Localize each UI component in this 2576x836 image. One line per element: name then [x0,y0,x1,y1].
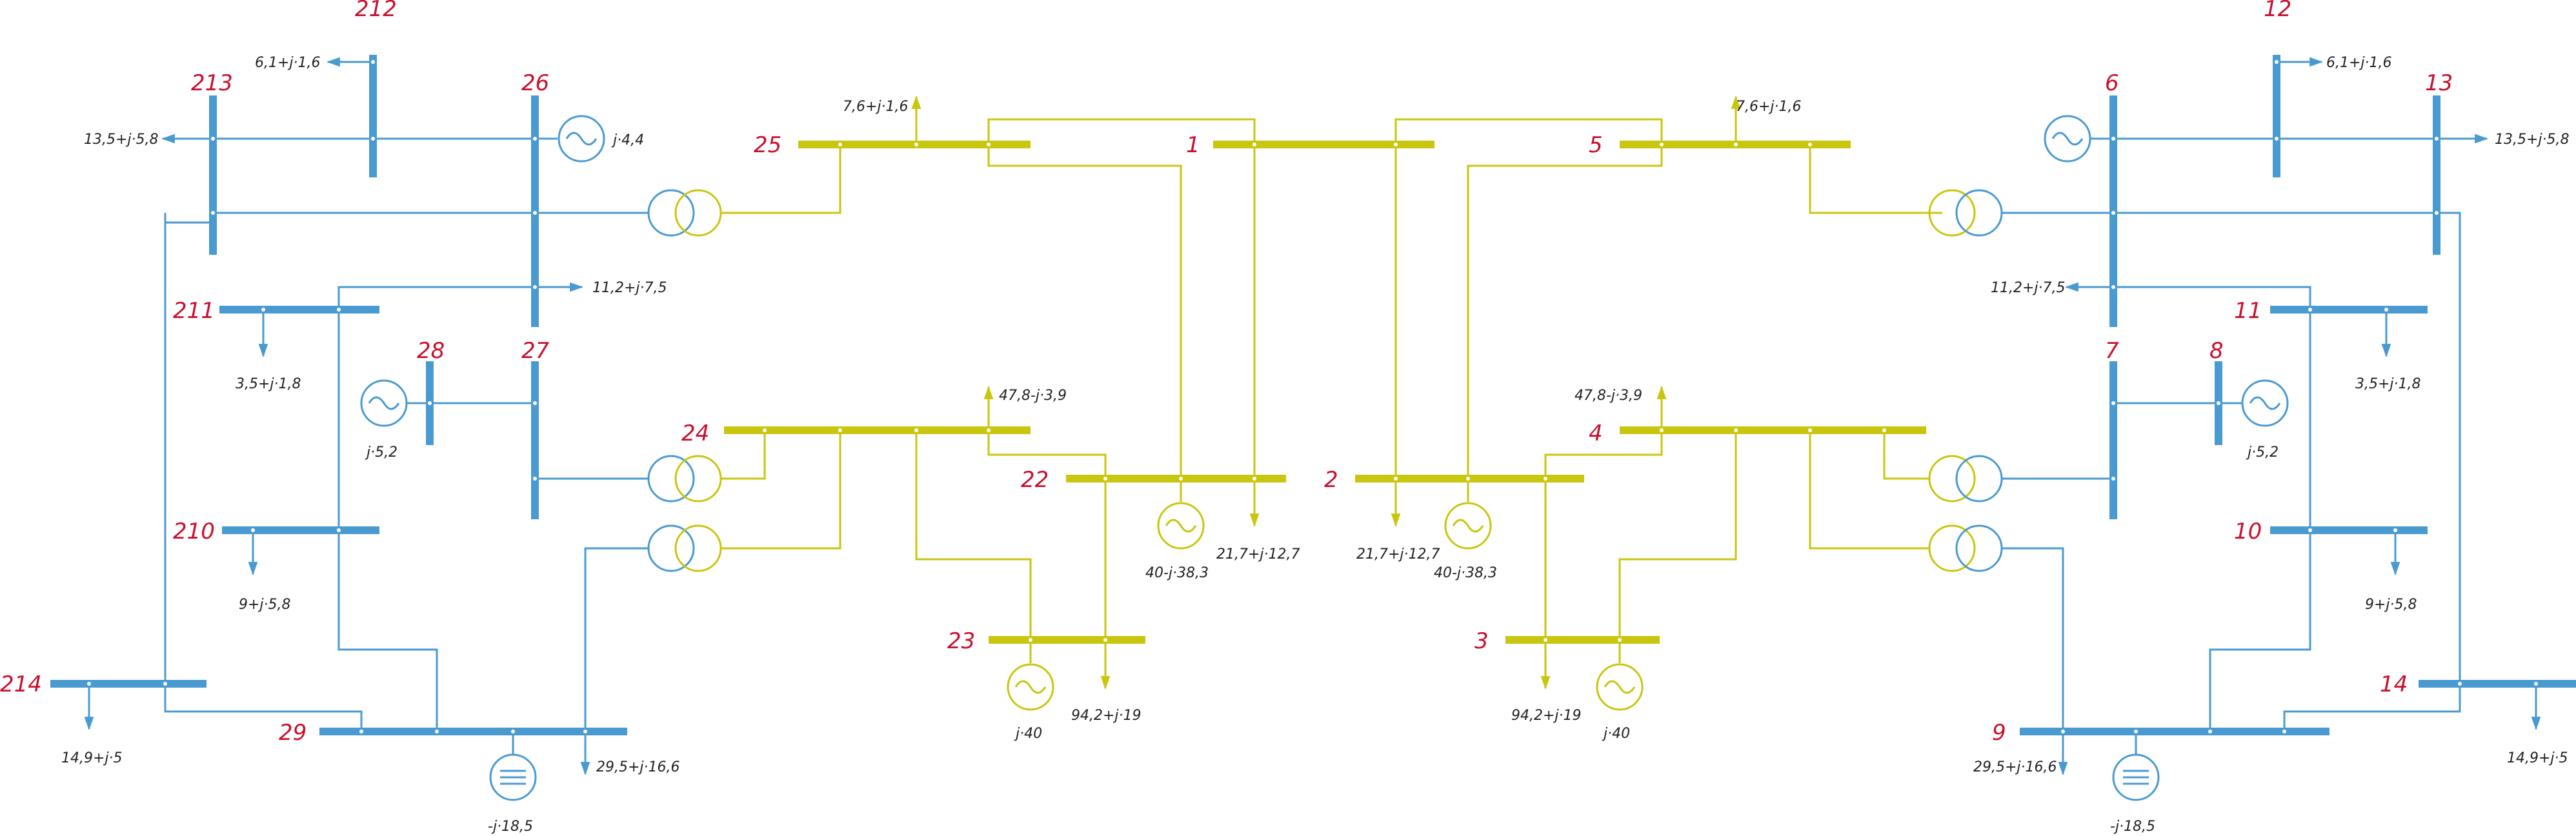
bus-number-22: 22 [1021,467,1049,493]
load-label-2: 21,7+j·12,7 [1356,546,1440,562]
value-labels: 6,1+j·1,6 13,5+j·5,8 j·4,4 7,6+j·1,6 11,… [61,55,2570,835]
load-label-214: 14,9+j·5 [61,750,123,766]
bus-number-4: 4 [1589,421,1603,446]
right-blue-lines [2002,137,2483,755]
load-label-25: 7,6+j·1,6 [843,99,909,115]
load-label-22: 21,7+j·12,7 [1216,546,1300,562]
compensator-label-9: -j·18,5 [2110,819,2155,835]
transformer-4-9-icon [1928,524,1976,572]
bus-number-13: 13 [2425,70,2453,96]
right-blue-sources [2044,115,2289,801]
load-label-12: 6,1+j·1,6 [2326,55,2392,71]
generator-label-3: j·40 [1602,726,1630,742]
left-blue-sources [360,115,605,801]
transformer-5-6-icon [1928,189,1976,237]
transformer-26-25-icon [647,189,695,237]
right-transformers [1928,189,2003,572]
generator-label-22: 40-j·38,3 [1145,565,1209,581]
load-label-212: 6,1+j·1,6 [255,55,321,71]
bus-number-3: 3 [1474,628,1489,654]
load-label-10: 9+j·5,8 [2365,597,2417,613]
bus-number-6: 6 [2105,70,2119,96]
bus-number-26: 26 [521,70,549,96]
load-label-4: 47,8-j·3,9 [1575,388,1642,404]
left-blue-network-lines [164,137,649,755]
left-yellow-loads [911,95,1260,690]
bus-number-12: 12 [2264,0,2291,22]
bus-number-24: 24 [681,421,709,446]
load-label-14: 14,9+j·5 [2507,750,2568,766]
bus-number-210: 210 [173,519,215,544]
bus-number-5: 5 [1589,132,1603,158]
bus-number-8: 8 [2209,338,2224,364]
bus-number-2: 2 [1324,467,1338,493]
load-label-211: 3,5+j·1,8 [236,376,301,392]
right-yellow-sources [1444,502,1644,711]
bus-number-27: 27 [521,338,550,364]
bus-number-212: 212 [355,0,397,22]
load-label-210: 9+j·5,8 [239,597,291,613]
load-label-9: 29,5+j·16,6 [1973,759,2057,775]
load-label-24: 47,8-j·3,9 [999,388,1067,404]
bus-number-9: 9 [1992,720,2006,746]
load-label-6: 11,2+j·7,5 [1991,280,2066,296]
load-label-23: 94,2+j·19 [1071,708,1142,724]
right-blue-loads [2058,57,2541,776]
left-yellow-lines [721,118,1256,640]
load-label-26: 11,2+j·7,5 [592,280,667,296]
load-label-213: 13,5+j·5,8 [84,132,159,148]
generator-label-26: j·4,4 [611,132,644,148]
bus-number-7: 7 [2105,338,2119,364]
bus-number-11: 11 [2234,298,2262,324]
left-blue-loads [84,57,590,776]
bus-number-23: 23 [947,628,975,654]
transformer-27-24-icon [647,455,695,503]
bus-number-28: 28 [417,338,445,364]
load-label-11: 3,5+j·1,8 [2355,376,2421,392]
bus-number-211: 211 [173,298,215,324]
left-yellow-buses [724,141,1434,644]
transformer-4-7-icon [1928,455,1976,503]
load-label-13: 13,5+j·5,8 [2495,132,2570,148]
bus-numbers: 212 213 26 25 211 28 27 24 22 210 23 214… [0,0,2453,746]
bus-number-25: 25 [754,132,781,158]
generator-label-23: j·40 [1014,726,1042,742]
right-yellow-loads [1391,95,1741,690]
left-yellow-sources [1007,502,1205,711]
bus-number-213: 213 [191,70,233,96]
bus-number-14: 14 [2380,672,2408,697]
generator-label-28: j·5,2 [365,444,397,461]
right-yellow-lines [1394,118,1942,640]
right-blue-buses [2020,55,2576,735]
bus-number-214: 214 [0,672,42,697]
generator-label-2: 40-j·38,3 [1434,565,1497,581]
transformer-29-24-icon [647,524,695,572]
compensator-label-29: -j·18,5 [488,819,533,835]
bus-number-1: 1 [1186,132,1200,158]
generator-label-8: j·5,2 [2246,444,2279,461]
load-label-29: 29,5+j·16,6 [596,759,680,775]
bus-number-29: 29 [279,720,307,746]
bus-number-10: 10 [2234,519,2262,544]
load-label-5: 7,6+j·1,6 [1736,99,1802,115]
junction-dots [87,60,2538,733]
load-label-3: 94,2+j·19 [1511,708,1582,724]
left-transformers [647,189,722,572]
